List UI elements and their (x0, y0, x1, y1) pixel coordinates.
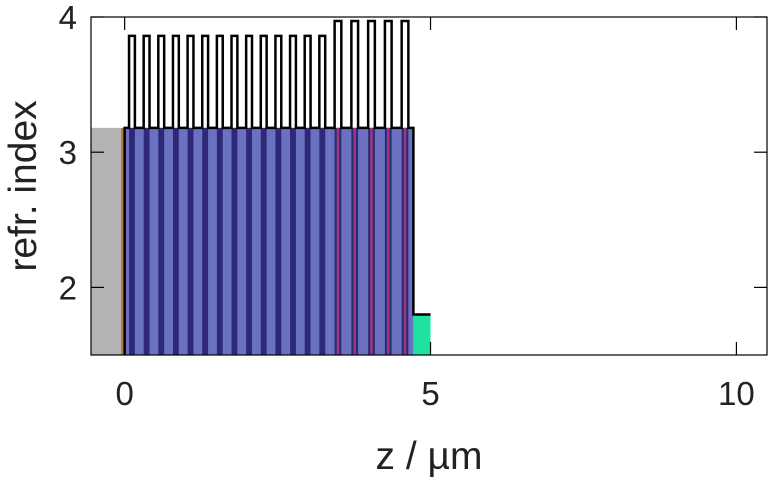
axes-box (90, 16, 768, 356)
dbr-upper-active-stripe (403, 127, 407, 355)
refractive-index-profile (123, 19, 431, 355)
dbr-upper-active-stripe (353, 127, 356, 355)
x-tick-label: 0 (115, 375, 133, 412)
y-tick-label: 4 (59, 0, 77, 36)
dbr-lower-high-index-layer (143, 127, 150, 355)
dbr-upper-active-stripe (370, 127, 373, 355)
dbr-lower-high-index-layer (275, 127, 282, 355)
dbr-lower-high-index-layer (187, 127, 194, 355)
y-tick-label: 2 (59, 269, 77, 306)
dbr-lower-high-index-layer (260, 127, 267, 355)
cap-layer (413, 314, 431, 355)
dbr-upper-active-stripe (336, 127, 340, 355)
x-axis-label: z / µm (376, 435, 483, 478)
x-tick-label: 5 (421, 375, 439, 412)
plot-frame (90, 16, 768, 356)
dbr-lower-high-index-layer (319, 127, 326, 355)
substrate-layer (91, 127, 121, 355)
dbr-lower-high-index-layer (246, 127, 253, 355)
dbr-lower-high-index-layer (202, 127, 209, 355)
plot-layers (91, 19, 431, 355)
dbr-lower-high-index-layer (304, 127, 311, 355)
dbr-lower-high-index-layer (290, 127, 296, 355)
dbr-lower-high-index-layer (216, 127, 223, 355)
dbr-lower-high-index-layer (172, 127, 179, 355)
dbr-lower-high-index-layer (158, 127, 165, 355)
y-tick-label: 3 (59, 134, 77, 171)
axis-ticks (91, 16, 767, 355)
y-axis-label: refr. index (2, 100, 45, 272)
tick-labels: 0 5 10 2 3 4 (59, 0, 755, 412)
buffer-layer (120, 127, 125, 355)
dbr-lower-high-index-layer (129, 127, 135, 355)
dbr-lower-high-index-layer (231, 127, 238, 355)
dbr-lower-background (124, 127, 330, 355)
x-tick-label: 10 (718, 375, 755, 412)
dbr-upper-active-stripe (386, 127, 390, 355)
